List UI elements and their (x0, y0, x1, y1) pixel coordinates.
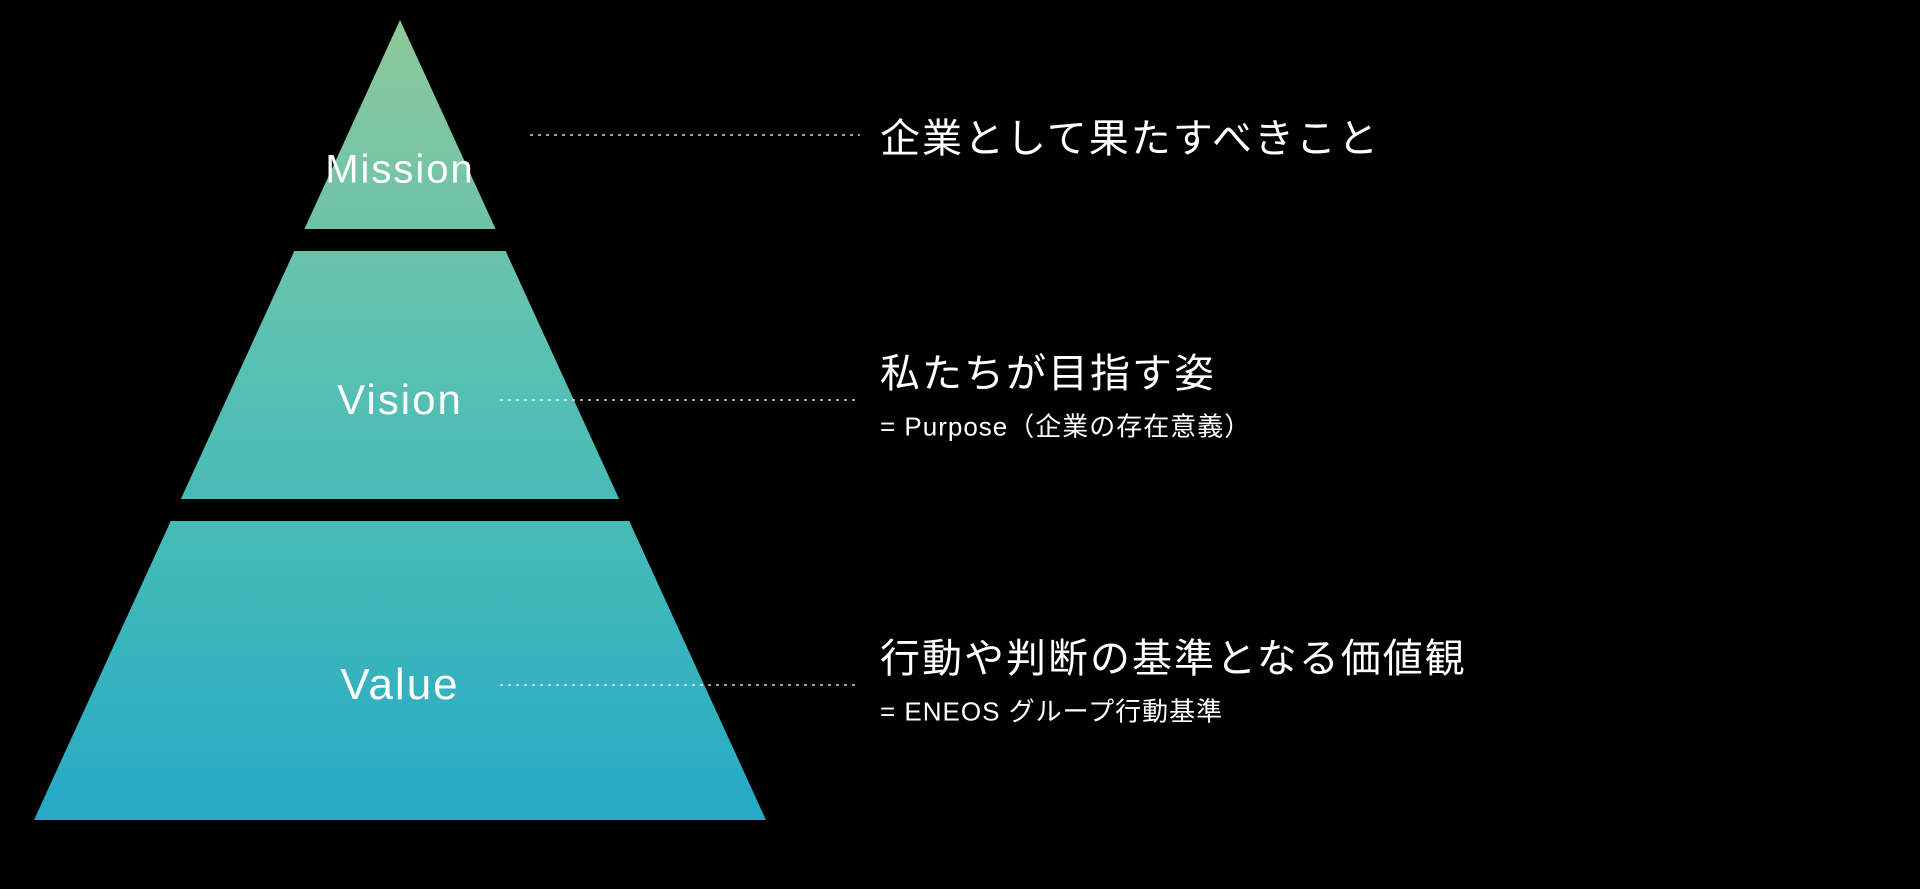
tier-heading-value: 行動や判断の基準となる価値観 (880, 626, 1467, 684)
tier-label-vision: Vision (337, 376, 463, 424)
tier-label-mission: Mission (325, 148, 475, 193)
diagram-canvas: Mission 企業として果たすべきこと Vision 私たちが目指す姿 = Purpo… (0, 0, 1920, 889)
tier-subtitle-value: = ENEOS グループ行動基準 (880, 692, 1223, 729)
tier-gap-0 (0, 229, 900, 251)
tier-label-value: Value (340, 660, 459, 710)
tier-heading-vision: 私たちが目指す姿 (880, 341, 1216, 399)
tier-gap-1 (0, 499, 900, 521)
tier-heading-mission: 企業として果たすべきこと (880, 106, 1380, 164)
tier-subtitle-vision: = Purpose（企業の存在意義） (880, 407, 1251, 444)
